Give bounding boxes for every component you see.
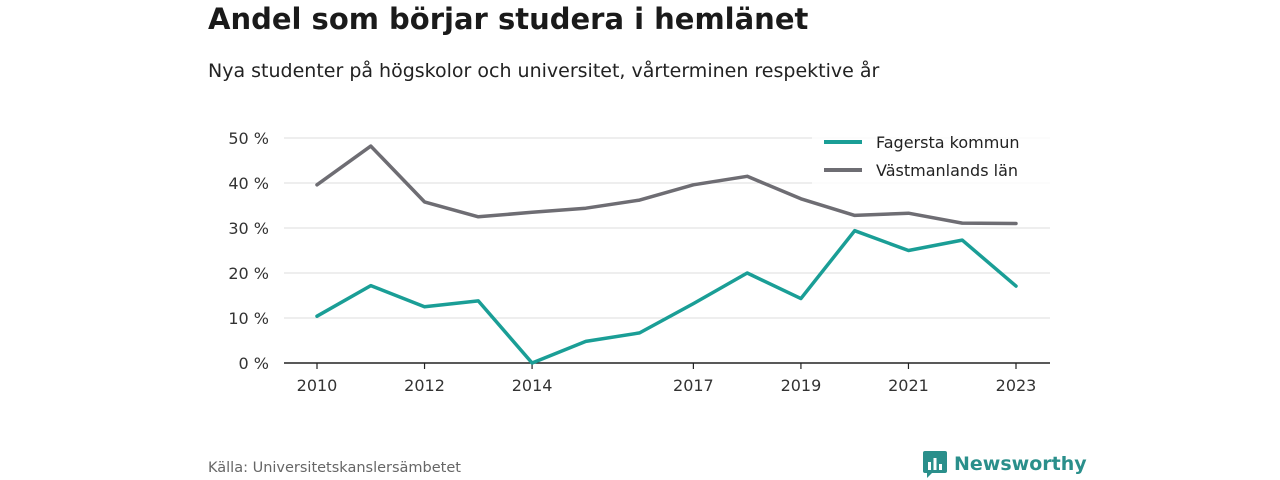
y-tick-label: 20 % xyxy=(228,264,269,283)
x-tick-label: 2012 xyxy=(404,376,445,395)
y-tick-label: 50 % xyxy=(228,129,269,148)
brand-logo: Newsworthy xyxy=(922,450,1087,478)
series-line-vastmanland xyxy=(315,144,1018,226)
source-note: Källa: Universitetskanslersämbetet xyxy=(208,460,461,476)
line-chart: 0 % 10 % 20 % 30 % 40 % 50 % 2010 2012 2014 2017 2… xyxy=(228,126,1052,395)
x-tick-label: 2021 xyxy=(888,376,929,395)
y-tick-label: 10 % xyxy=(228,309,269,328)
x-tick-label: 2023 xyxy=(996,376,1037,395)
newsworthy-logo-icon xyxy=(923,451,947,478)
x-tick-label: 2010 xyxy=(297,376,338,395)
chart-title: Andel som börjar studera i hemlänet xyxy=(208,2,809,36)
legend-background xyxy=(812,126,1052,184)
brand-name: Newsworthy xyxy=(954,453,1087,475)
series-line-fagersta xyxy=(315,228,1018,365)
legend-label: Västmanlands län xyxy=(876,161,1018,180)
legend-label: Fagersta kommun xyxy=(876,133,1020,152)
y-tick-label: 40 % xyxy=(228,174,269,193)
x-tick-label: 2014 xyxy=(512,376,553,395)
x-tick-label: 2019 xyxy=(781,376,822,395)
x-tick-label: 2017 xyxy=(673,376,714,395)
y-tick-label: 30 % xyxy=(228,219,269,238)
chart-subtitle: Nya studenter på högskolor och universit… xyxy=(208,60,880,82)
y-tick-label: 0 % xyxy=(239,354,269,373)
